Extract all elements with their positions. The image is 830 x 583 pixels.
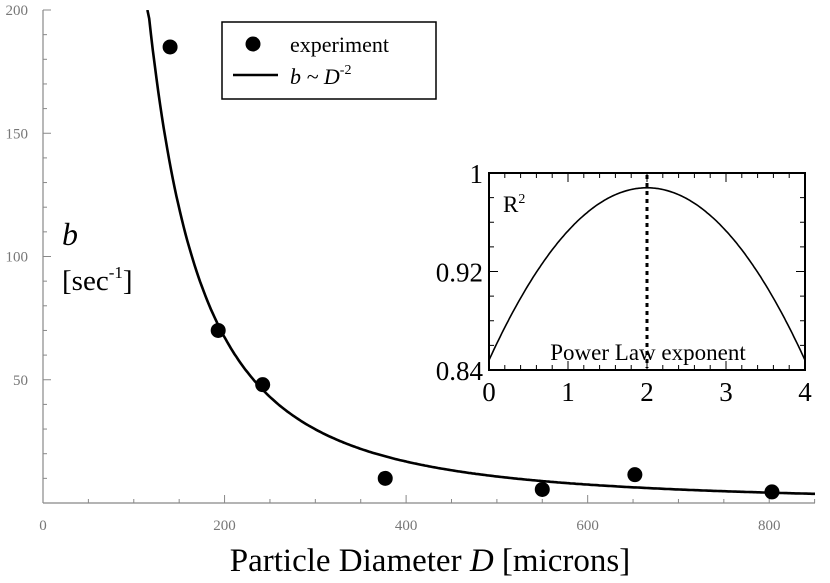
y-tick-label: 200	[6, 3, 29, 19]
legend-label-experiment: experiment	[290, 32, 389, 57]
experiment-point	[627, 467, 643, 483]
legend-label-fit: b ~ D-2	[290, 63, 351, 89]
legend-fit-exp: -2	[340, 63, 352, 78]
inset-r2-curve	[488, 187, 806, 361]
inset-title: R2	[503, 192, 525, 217]
experiment-point	[162, 39, 178, 55]
inset-chart: 0 1 2 3 40.840.921 R2 Power Law exponent	[436, 159, 813, 407]
legend: experiment b ~ D-2	[221, 21, 437, 100]
inset-x-label: Power Law exponent	[550, 340, 746, 365]
x-tick-label: 200	[213, 518, 236, 534]
inset-tick-labels: 0 1 2 3 4 0.84 0.92 1	[436, 159, 813, 407]
inset-x-tick-label: 3	[719, 377, 733, 407]
inset-y-tick-label: 0.92	[436, 258, 483, 288]
y-axis-label-var: b	[62, 216, 78, 252]
x-axis-label: Particle Diameter D [microns]	[230, 543, 630, 579]
x-axis-label-var: D	[469, 543, 494, 579]
legend-marker-experiment	[245, 36, 261, 52]
y-tick-label: 100	[6, 250, 29, 266]
x-tick-label: 800	[758, 518, 781, 534]
inset-x-tick-label: 4	[798, 377, 812, 407]
inset-title-exp: 2	[518, 192, 525, 207]
main-tick-labels: 0 200 400 600 800 50 100 150 200	[6, 3, 781, 534]
inset-x-tick-label: 1	[561, 377, 575, 407]
experiment-point	[255, 377, 271, 393]
y-axis-unit-text: [sec	[62, 265, 109, 297]
inset-y-tick-label: 1	[470, 159, 484, 189]
x-tick-label: 600	[576, 518, 599, 534]
inset-ticks	[488, 172, 806, 371]
experiment-point	[210, 322, 226, 338]
y-tick-label: 50	[13, 373, 28, 389]
y-axis-unit-exp: -1	[109, 263, 123, 282]
main-ticks	[43, 9, 816, 503]
x-axis-label-prefix: Particle Diameter	[230, 543, 470, 579]
experiment-point	[377, 470, 393, 486]
y-axis-unit-close: ]	[123, 265, 133, 297]
fit-curve	[146, 10, 815, 496]
y-tick-label: 150	[6, 126, 29, 142]
experiment-point	[534, 481, 550, 497]
inset-x-tick-label: 2	[640, 377, 654, 407]
experiment-point	[764, 484, 780, 500]
x-axis-label-suffix: [microns]	[494, 543, 631, 579]
inset-y-tick-label: 0.84	[436, 356, 484, 386]
y-axis-label-unit: [sec-1]	[62, 263, 133, 297]
legend-fit-text: b ~ D	[290, 64, 340, 89]
main-axes: 0 200 400 600 800 50 100 150 200	[6, 3, 816, 534]
x-tick-label: 400	[395, 518, 418, 534]
inset-title-text: R	[503, 192, 519, 217]
experiment-points	[162, 39, 780, 500]
legend-box	[221, 21, 437, 100]
x-tick-label: 0	[39, 518, 47, 534]
inset-x-tick-label: 0	[482, 377, 496, 407]
